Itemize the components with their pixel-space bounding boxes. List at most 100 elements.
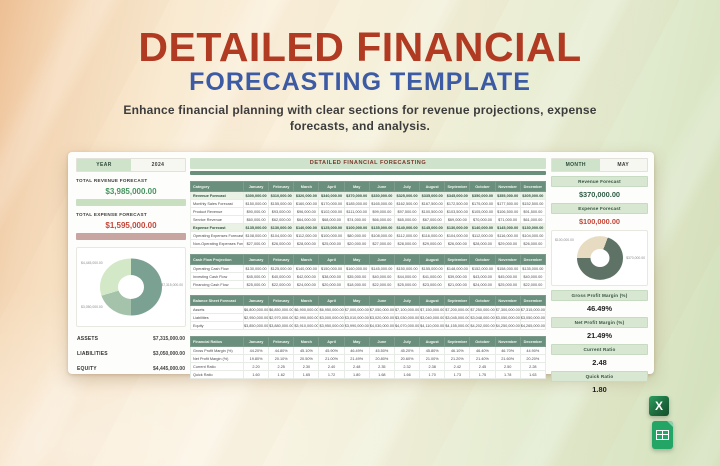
row-label-cell[interactable]: Investing Cash Flow	[190, 272, 244, 281]
value-cell[interactable]: $68,000.00	[318, 215, 345, 224]
value-cell[interactable]: 2.20	[242, 362, 270, 371]
value-cell[interactable]: $100,500.00	[419, 207, 446, 216]
column-header-category[interactable]: Category	[190, 181, 244, 192]
value-cell[interactable]: 2.35	[368, 362, 395, 371]
column-header-month[interactable]: April	[318, 336, 345, 347]
value-cell[interactable]: $112,000.00	[393, 231, 421, 240]
value-cell[interactable]: 46.40%	[469, 346, 496, 355]
value-cell[interactable]: $4,155,000.00	[444, 321, 471, 330]
value-cell[interactable]: 2.48	[343, 362, 370, 371]
value-cell[interactable]: $150,000.00	[393, 264, 421, 273]
column-header-month[interactable]: June	[368, 336, 395, 347]
column-header-month[interactable]: October	[469, 295, 496, 306]
value-cell[interactable]: $29,000.00	[494, 239, 521, 248]
value-cell[interactable]: 1.73	[444, 370, 471, 379]
value-cell[interactable]: $18,000.00	[343, 280, 370, 289]
value-cell[interactable]: $104,000.00	[268, 231, 295, 240]
value-cell[interactable]: $125,000.00	[318, 223, 345, 232]
value-cell[interactable]: 44.80%	[268, 346, 295, 355]
column-header-month[interactable]: March	[293, 336, 320, 347]
value-cell[interactable]: $20,000.00	[318, 280, 345, 289]
value-cell[interactable]: $102,000.00	[318, 207, 345, 216]
column-header-month[interactable]: April	[318, 181, 345, 192]
value-cell[interactable]: $40,000.00	[519, 272, 547, 281]
value-cell[interactable]: $130,000.00	[268, 223, 295, 232]
row-label-cell[interactable]: Quick Ratio	[190, 370, 244, 379]
value-cell[interactable]: $99,000.00	[368, 207, 395, 216]
value-cell[interactable]: $2,990,000.00	[293, 313, 320, 322]
value-cell[interactable]: 21.40%	[469, 354, 496, 363]
value-cell[interactable]: $3,045,000.00	[444, 313, 471, 322]
value-cell[interactable]: $160,000.00	[343, 264, 370, 273]
value-cell[interactable]: $7,000,000.00	[343, 305, 370, 314]
value-cell[interactable]: 21.00%	[419, 354, 446, 363]
column-header-month[interactable]: March	[293, 254, 320, 265]
column-header-category[interactable]: Balance Sheet Forecast	[190, 295, 244, 306]
value-cell[interactable]: $71,000.00	[494, 215, 521, 224]
value-cell[interactable]: $22,000.00	[268, 280, 295, 289]
value-cell[interactable]: $165,000.00	[368, 199, 395, 208]
column-header-month[interactable]: April	[318, 254, 345, 265]
value-cell[interactable]: $28,000.00	[393, 239, 421, 248]
value-cell[interactable]: $4,265,000.00	[519, 321, 547, 330]
value-cell[interactable]: 20.20%	[519, 354, 547, 363]
column-header-month[interactable]: January	[242, 336, 270, 347]
value-cell[interactable]: 1.68	[368, 370, 395, 379]
value-cell[interactable]: $96,000.00	[293, 207, 320, 216]
value-cell[interactable]: $116,000.00	[419, 231, 446, 240]
row-label-cell[interactable]: Operating Expenses Forecast	[190, 231, 244, 240]
value-cell[interactable]: $61,000.00	[519, 215, 547, 224]
value-cell[interactable]: $43,000.00	[469, 272, 496, 281]
value-cell[interactable]: $4,110,000.00	[419, 321, 446, 330]
value-cell[interactable]: $7,100,000.00	[393, 305, 421, 314]
value-cell[interactable]: $40,000.00	[268, 272, 295, 281]
value-cell[interactable]: $6,850,000.00	[268, 305, 295, 314]
column-header-month[interactable]: January	[242, 254, 270, 265]
column-header-month[interactable]: November	[494, 181, 521, 192]
row-label-cell[interactable]: Assets	[190, 305, 244, 314]
row-label-cell[interactable]: Non-Operating Expenses Forecast	[190, 239, 244, 248]
value-cell[interactable]: $3,020,000.00	[368, 313, 395, 322]
value-cell[interactable]: $106,500.00	[494, 207, 521, 216]
tab-month[interactable]: MONTH	[552, 159, 600, 171]
value-cell[interactable]: $170,000.00	[318, 199, 345, 208]
value-cell[interactable]: $330,000.00	[368, 191, 395, 200]
value-cell[interactable]: $4,202,000.00	[469, 321, 496, 330]
column-header-month[interactable]: September	[444, 336, 471, 347]
value-cell[interactable]: $135,000.00	[519, 264, 547, 273]
value-cell[interactable]: $152,500.00	[519, 199, 547, 208]
column-header-month[interactable]: September	[444, 295, 471, 306]
value-cell[interactable]: 20.50%	[293, 354, 320, 363]
value-cell[interactable]: $340,000.00	[318, 191, 345, 200]
value-cell[interactable]: 1.62	[268, 370, 295, 379]
value-cell[interactable]: $310,000.00	[268, 191, 295, 200]
row-label-cell[interactable]: Financing Cash Flow	[190, 280, 244, 289]
value-cell[interactable]: 1.78	[494, 370, 521, 379]
value-cell[interactable]: $305,000.00	[519, 191, 547, 200]
value-cell[interactable]: $3,050,000.00	[519, 313, 547, 322]
row-label-cell[interactable]: Current Ratio	[190, 362, 244, 371]
column-header-month[interactable]: February	[268, 295, 295, 306]
value-cell[interactable]: $145,000.00	[494, 223, 521, 232]
value-cell[interactable]: 20.10%	[268, 354, 295, 363]
row-label-cell[interactable]: Product Revenue	[190, 207, 244, 216]
value-cell[interactable]: $25,000.00	[393, 280, 421, 289]
value-cell[interactable]: $74,000.00	[343, 215, 370, 224]
column-header-month[interactable]: October	[469, 181, 496, 192]
value-cell[interactable]: $355,000.00	[494, 191, 521, 200]
value-cell[interactable]: $22,000.00	[368, 280, 395, 289]
value-cell[interactable]: $25,000.00	[242, 280, 270, 289]
value-cell[interactable]: $3,030,000.00	[393, 313, 421, 322]
value-cell[interactable]: $104,000.00	[444, 231, 471, 240]
value-cell[interactable]: $45,000.00	[242, 272, 270, 281]
value-cell[interactable]: $4,030,000.00	[368, 321, 395, 330]
value-cell[interactable]: $44,000.00	[393, 272, 421, 281]
column-header-month[interactable]: July	[393, 295, 421, 306]
column-header-month[interactable]: May	[343, 254, 370, 265]
column-header-month[interactable]: August	[419, 181, 446, 192]
value-cell[interactable]: $20,000.00	[343, 239, 370, 248]
column-header-month[interactable]: June	[368, 295, 395, 306]
value-cell[interactable]: 21.00%	[318, 354, 345, 363]
column-header-month[interactable]: February	[268, 254, 295, 265]
column-header-month[interactable]: November	[494, 254, 521, 265]
